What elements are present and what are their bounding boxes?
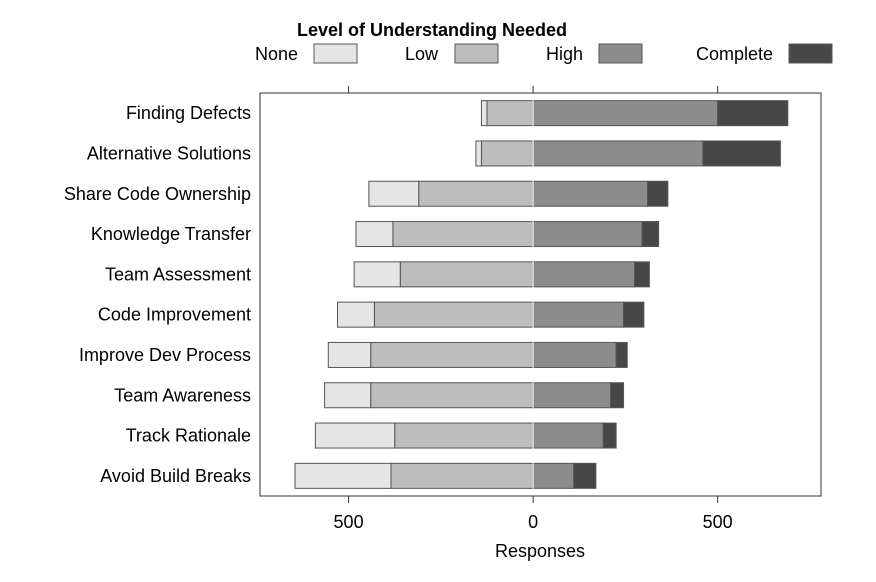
- category-label-team-assessment: Team Assessment: [105, 264, 251, 284]
- bar-team-awareness-low: [370, 382, 534, 409]
- bar-finding-defects-high: [532, 100, 719, 127]
- x-axis-label: Responses: [495, 541, 585, 561]
- bar-share-code-ownership-low: [418, 180, 534, 207]
- bar-team-awareness-none: [324, 382, 372, 409]
- bar-team-assessment-none: [353, 261, 401, 288]
- category-label-improve-dev-process: Improve Dev Process: [79, 345, 251, 365]
- bar-code-improvement-low: [373, 301, 534, 328]
- bar-improve-dev-process-complete: [615, 341, 628, 368]
- bar-avoid-build-breaks-low: [390, 462, 534, 489]
- legend-swatch-low: [454, 43, 499, 64]
- legend-label-none: None: [255, 44, 298, 64]
- bar-team-assessment-complete: [634, 261, 650, 288]
- bar-improve-dev-process-high: [532, 341, 617, 368]
- bar-share-code-ownership-high: [532, 180, 649, 207]
- tick-label: 500: [703, 512, 733, 532]
- bar-finding-defects-complete: [717, 100, 789, 127]
- bar-knowledge-transfer-high: [532, 221, 643, 248]
- legend-label-low: Low: [405, 44, 439, 64]
- legend-label-complete: Complete: [696, 44, 773, 64]
- category-label-finding-defects: Finding Defects: [126, 103, 251, 123]
- bar-team-awareness-high: [532, 382, 612, 409]
- tick-label: 500: [334, 512, 364, 532]
- bar-track-rationale-low: [394, 422, 534, 449]
- category-label-code-improvement: Code Improvement: [98, 305, 251, 325]
- legend-title: Level of Understanding Needed: [297, 20, 567, 40]
- bar-improve-dev-process-low: [370, 341, 534, 368]
- category-label-share-code-ownership: Share Code Ownership: [64, 184, 251, 204]
- bar-team-awareness-complete: [610, 382, 625, 409]
- category-label-avoid-build-breaks: Avoid Build Breaks: [100, 466, 251, 486]
- bar-code-improvement-complete: [623, 301, 645, 328]
- bar-team-assessment-high: [532, 261, 636, 288]
- bars-group: [294, 100, 789, 489]
- bar-code-improvement-none: [337, 301, 375, 328]
- bar-code-improvement-high: [532, 301, 625, 328]
- legend-label-high: High: [546, 44, 583, 64]
- bar-alternative-solutions-none: [475, 140, 482, 167]
- bar-track-rationale-complete: [602, 422, 617, 449]
- category-label-alternative-solutions: Alternative Solutions: [87, 143, 251, 163]
- bar-alternative-solutions-low: [480, 140, 534, 167]
- tick-label: 0: [528, 512, 538, 532]
- bar-avoid-build-breaks-none: [294, 462, 392, 489]
- bar-team-assessment-low: [399, 261, 534, 288]
- category-labels: Finding Defects Alternative Solutions Shar…: [64, 103, 251, 486]
- bar-share-code-ownership-complete: [647, 180, 669, 207]
- bar-alternative-solutions-high: [532, 140, 704, 167]
- category-label-knowledge-transfer: Knowledge Transfer: [91, 224, 251, 244]
- legend-swatch-none: [313, 43, 358, 64]
- bar-knowledge-transfer-complete: [641, 221, 660, 248]
- bar-improve-dev-process-none: [327, 341, 372, 368]
- legend: None Low High Complete: [255, 43, 833, 64]
- legend-swatch-complete: [788, 43, 833, 64]
- bar-track-rationale-none: [314, 422, 396, 449]
- category-label-track-rationale: Track Rationale: [126, 426, 251, 446]
- bar-track-rationale-high: [532, 422, 604, 449]
- bar-avoid-build-breaks-high: [532, 462, 575, 489]
- bar-knowledge-transfer-low: [392, 221, 534, 248]
- bar-finding-defects-low: [486, 100, 534, 127]
- category-label-team-awareness: Team Awareness: [114, 385, 251, 405]
- plot-frame: [259, 92, 822, 497]
- bar-alternative-solutions-complete: [702, 140, 781, 167]
- bar-avoid-build-breaks-complete: [573, 462, 597, 489]
- legend-swatch-high: [598, 43, 643, 64]
- bar-share-code-ownership-none: [368, 180, 420, 207]
- bar-knowledge-transfer-none: [355, 221, 394, 248]
- bar-finding-defects-none: [480, 100, 488, 127]
- axis-ticks: 500 0 500: [334, 86, 733, 532]
